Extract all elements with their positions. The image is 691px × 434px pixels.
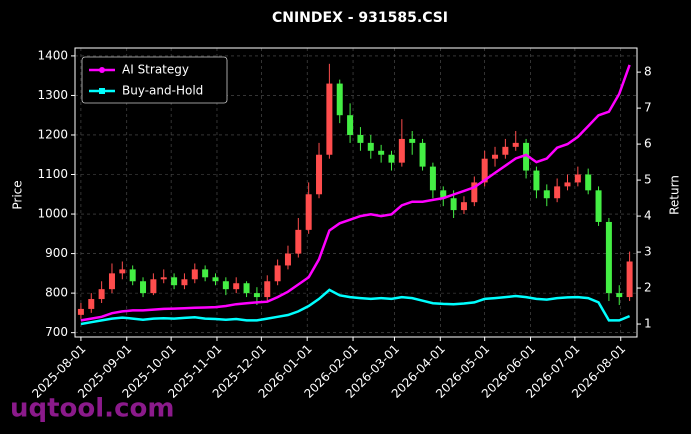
candle-body: [212, 277, 219, 282]
candle-body: [357, 134, 364, 143]
y-tick-label: 800: [45, 286, 68, 300]
candle-body: [460, 202, 467, 211]
candle-body: [554, 186, 561, 199]
candle-body: [605, 221, 612, 294]
y2-tick-label: 7: [644, 101, 652, 115]
chart-title: CNINDEX - 931585.CSI: [272, 10, 448, 26]
candle-body: [378, 150, 385, 155]
candle-body: [616, 293, 623, 298]
candle-body: [595, 190, 602, 222]
candle-body: [150, 279, 157, 294]
candle-body: [429, 166, 436, 191]
candle-body: [543, 190, 550, 199]
candle-body: [222, 281, 229, 290]
plot-frame: [74, 47, 638, 338]
y2-tick-label: 5: [644, 173, 652, 187]
candle-body: [295, 229, 302, 254]
candle-body: [77, 308, 84, 315]
legend-label: AI Strategy: [122, 63, 189, 77]
y2-tick-label: 8: [644, 65, 652, 79]
candle-body: [253, 293, 260, 298]
candle-body: [409, 138, 416, 143]
candle-body: [140, 281, 147, 294]
watermark: uqtool.com: [10, 394, 174, 424]
series-line: [80, 64, 631, 322]
candle-body: [440, 190, 447, 199]
y-tick-label: 1100: [37, 167, 68, 181]
candle-body: [88, 299, 95, 309]
candle-body: [243, 283, 250, 294]
candle-body: [574, 174, 581, 183]
candle-body: [129, 269, 136, 282]
candle-body: [171, 277, 178, 286]
candle-body: [626, 261, 633, 298]
y2-tick-label: 2: [644, 281, 652, 295]
candle-body: [419, 142, 426, 167]
candle-body: [264, 281, 271, 298]
candle-body: [398, 138, 405, 163]
candle-body: [274, 265, 281, 282]
y-tick-label: 700: [45, 325, 68, 339]
candle-body: [481, 158, 488, 183]
y2-tick-label: 6: [644, 137, 652, 151]
legend: AI Strategy Buy-and-Hold: [81, 56, 228, 104]
candle-body: [326, 83, 333, 155]
y2-axis-label: Return: [668, 175, 682, 215]
candle-body: [564, 182, 571, 187]
y2-tick-label: 3: [644, 245, 652, 259]
y-tick-label: 900: [45, 246, 68, 260]
candle-body: [233, 283, 240, 290]
candle-body: [512, 142, 519, 147]
candle-body: [585, 174, 592, 191]
candle-body: [388, 154, 395, 163]
candle-body: [181, 279, 188, 286]
candle-body: [347, 115, 354, 135]
y2-tick-label: 1: [644, 317, 652, 331]
candle-body: [108, 273, 115, 290]
y-tick-label: 1200: [37, 127, 68, 141]
candle-body: [98, 289, 105, 300]
y-tick-label: 1000: [37, 207, 68, 221]
legend-box: [81, 56, 228, 104]
legend-marker: [99, 88, 105, 94]
candle-body: [284, 253, 291, 266]
y-tick-label: 1300: [37, 88, 68, 102]
candle-body: [336, 83, 343, 116]
candle-body: [160, 277, 167, 280]
candle-body: [471, 182, 478, 203]
candle-body: [523, 142, 530, 171]
candle-body: [316, 154, 323, 195]
candle-body: [502, 146, 509, 155]
candle-body: [492, 154, 499, 159]
y-tick-label: 1400: [37, 48, 68, 62]
series-line: [80, 288, 631, 326]
candle-body: [119, 269, 126, 274]
legend-label: Buy-and-Hold: [122, 84, 203, 98]
candle-body: [533, 170, 540, 191]
candle-body: [202, 269, 209, 278]
candle-body: [191, 269, 198, 280]
candle-body: [450, 198, 457, 211]
candle-body: [305, 194, 312, 230]
y2-tick-label: 4: [644, 209, 652, 223]
candle-body: [367, 142, 374, 151]
legend-marker: [99, 67, 105, 73]
y-axis-label: Price: [11, 180, 25, 209]
